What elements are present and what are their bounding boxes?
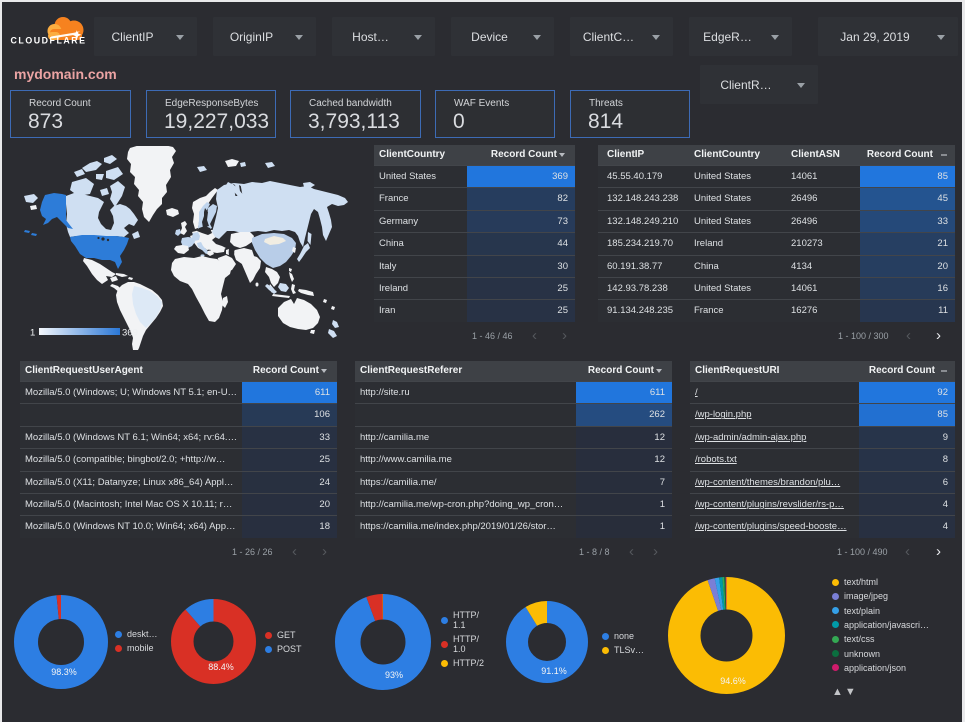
svg-text:1: 1: [30, 328, 35, 339]
svg-text:369: 369: [122, 328, 138, 339]
svg-text:CLOUDFLARE: CLOUDFLARE: [11, 36, 87, 46]
